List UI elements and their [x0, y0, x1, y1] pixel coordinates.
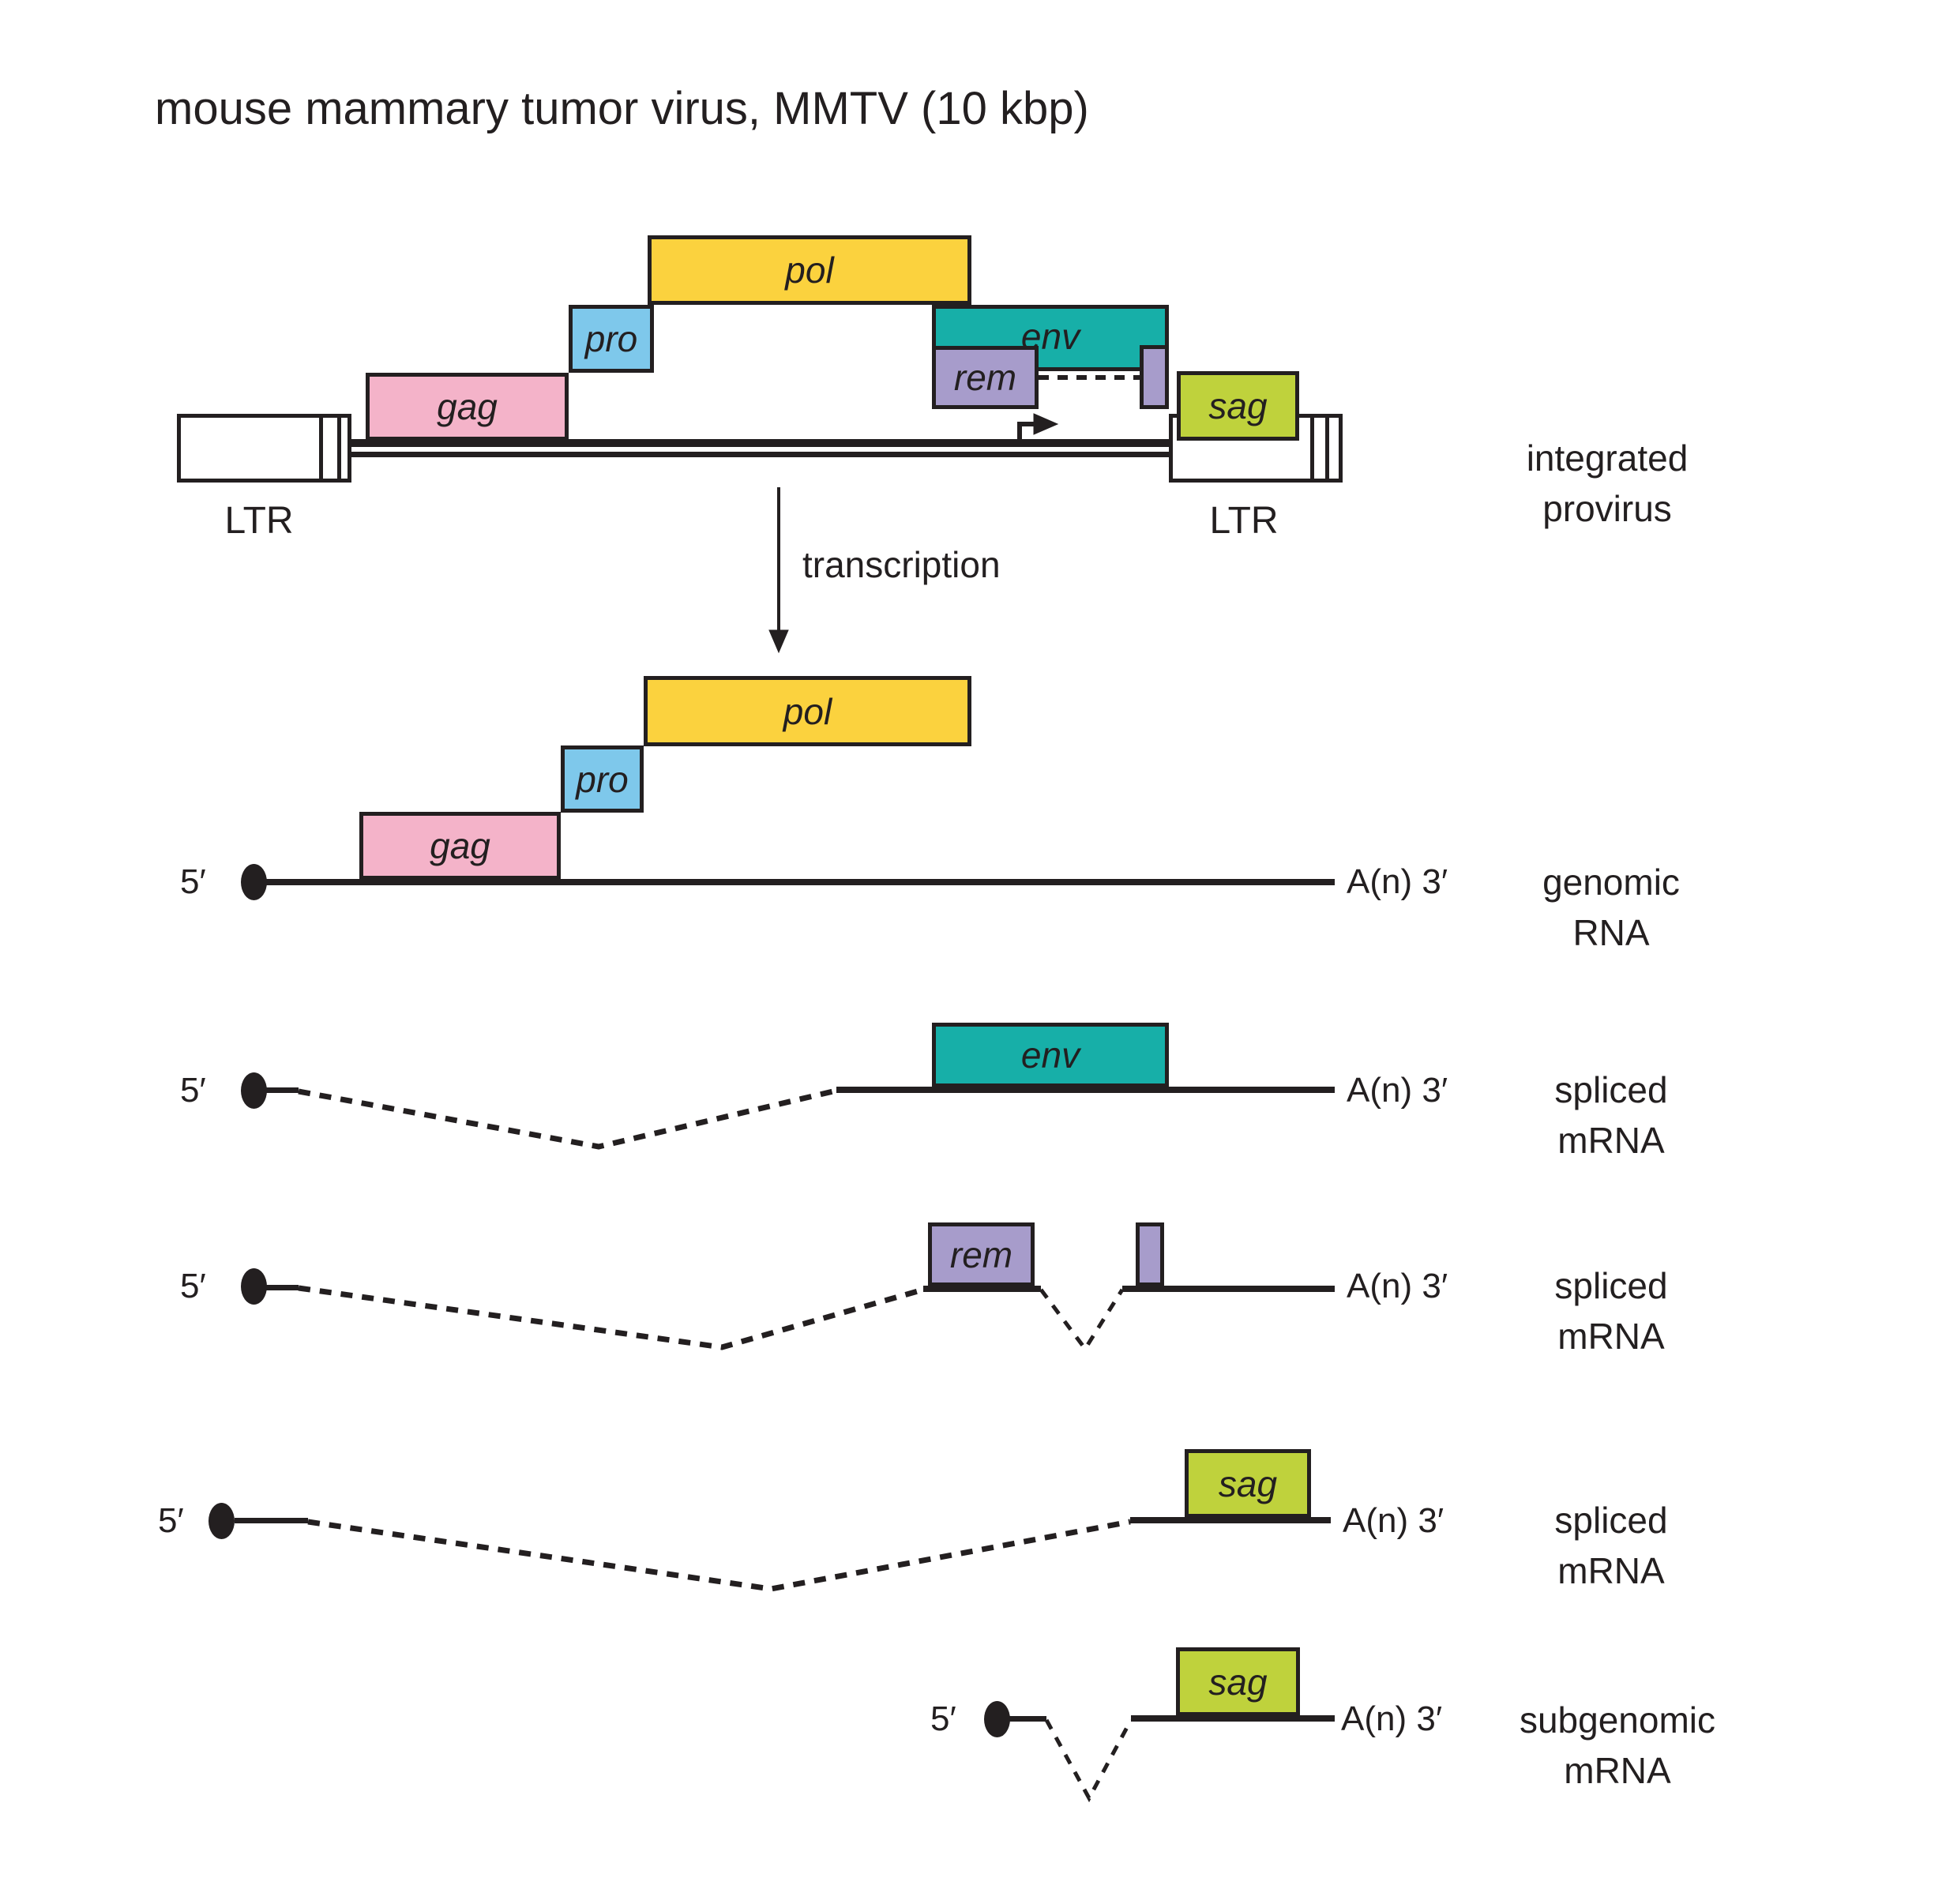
provirus-name-line2: provirus: [1542, 488, 1672, 529]
ltr-right-label: LTR: [1209, 500, 1279, 542]
five-prime-label: 5′: [158, 1501, 184, 1540]
env-mrna-exon1-line: [266, 1087, 299, 1093]
spliced-mrna-label-line2: mRNA: [1557, 1316, 1665, 1357]
provirus-name-line1: integrated: [1526, 438, 1689, 479]
sag-mrna-exon1-line: [235, 1518, 308, 1523]
provirus-gene-rem: rem: [932, 346, 1039, 409]
sag-mrna-exon2-line: [1130, 1517, 1331, 1523]
spliced-mrna-label-line1: spliced: [1554, 1069, 1668, 1110]
five-prime-cap-icon: [208, 1503, 235, 1539]
ltr-divider-line: [1310, 418, 1314, 479]
genomic-rna-label: genomic RNA: [1489, 857, 1734, 958]
rem-mrna-exon1-line: [266, 1285, 299, 1290]
ltr-divider-line: [319, 418, 323, 479]
subgenomic-exon1-line: [1009, 1716, 1046, 1722]
poly-a-label: A(n) 3′: [1347, 862, 1448, 901]
gene-label-pol: pol: [783, 690, 832, 732]
genomic-gene-pol: pol: [644, 676, 971, 746]
provirus-ltr-left-box: [177, 414, 351, 483]
five-prime-cap-icon: [984, 1701, 1010, 1737]
env-mrna-intron-dashes: [298, 1087, 837, 1150]
provirus-dna-strand-bottom: [351, 452, 1169, 457]
transcription-start-arrowhead: [1033, 413, 1059, 435]
env-mrna-gene-env: env: [932, 1023, 1169, 1087]
sag-mrna-gene-sag: sag: [1185, 1449, 1311, 1518]
ltr-divider-line: [337, 418, 341, 479]
rem-mrna-intron2-dashes: [1039, 1288, 1125, 1353]
subgenomic-mrna-label-line1: subgenomic: [1519, 1699, 1716, 1741]
provirus-gene-sag: sag: [1177, 371, 1299, 441]
rem-mrna-exon2-box: [1136, 1222, 1164, 1286]
rem-mrna-exon2-line: [923, 1286, 1041, 1292]
poly-a-label: A(n) 3′: [1347, 1267, 1448, 1305]
spliced-mrna-label-line2: mRNA: [1557, 1550, 1665, 1591]
provirus-gene-gag: gag: [366, 373, 569, 441]
poly-a-label: A(n) 3′: [1341, 1699, 1443, 1738]
rem-mrna-gene-rem: rem: [928, 1222, 1035, 1286]
spliced-mrna-label-line2: mRNA: [1557, 1120, 1665, 1161]
spliced-mrna-label: spliced mRNA: [1489, 1260, 1734, 1361]
diagram-title: mouse mammary tumor virus, MMTV (10 kbp): [155, 83, 1089, 134]
genomic-rna-label-line2: RNA: [1572, 912, 1650, 953]
genomic-gene-gag: gag: [359, 812, 561, 880]
transcription-arrowhead: [768, 629, 789, 654]
gene-label-rem: rem: [953, 357, 1017, 398]
spliced-mrna-label-line1: spliced: [1554, 1500, 1668, 1541]
five-prime-cap-icon: [241, 864, 267, 900]
subgenomic-gene-sag: sag: [1176, 1647, 1300, 1716]
genomic-rna-label-line1: genomic: [1542, 862, 1680, 903]
env-mrna-exon2-line: [836, 1087, 1335, 1093]
sag-mrna-intron-dashes: [307, 1519, 1131, 1592]
five-prime-label: 5′: [180, 1267, 206, 1305]
five-prime-cap-icon: [241, 1072, 267, 1109]
subgenomic-exon2-line: [1131, 1715, 1335, 1722]
gene-label-pro: pro: [584, 318, 638, 359]
poly-a-label: A(n) 3′: [1347, 1071, 1448, 1110]
provirus-rem-exon2-box: [1140, 345, 1169, 409]
gene-label-sag: sag: [1208, 385, 1268, 426]
rem-mrna-intron1-dashes: [298, 1285, 924, 1350]
gene-label-gag: gag: [430, 825, 490, 866]
gene-label-sag: sag: [1208, 1661, 1268, 1703]
spliced-mrna-label-line1: spliced: [1554, 1265, 1668, 1306]
five-prime-cap-icon: [241, 1268, 267, 1305]
rem-mrna-exon3-line: [1122, 1286, 1335, 1292]
subgenomic-mrna-label: subgenomic mRNA: [1495, 1695, 1740, 1796]
gene-label-env: env: [1020, 1035, 1080, 1076]
provirus-name-label: integrated provirus: [1485, 433, 1730, 534]
provirus-gene-pro: pro: [569, 305, 654, 373]
spliced-mrna-label: spliced mRNA: [1489, 1065, 1734, 1166]
gene-label-sag: sag: [1218, 1463, 1278, 1504]
genomic-rna-line: [266, 879, 1335, 885]
provirus-dna-strand-top: [351, 439, 1169, 447]
gene-label-pro: pro: [576, 758, 629, 800]
subgenomic-mrna-label-line2: mRNA: [1564, 1750, 1671, 1791]
gene-label-rem: rem: [949, 1234, 1013, 1275]
five-prime-label: 5′: [180, 862, 206, 901]
spliced-mrna-label: spliced mRNA: [1489, 1495, 1734, 1596]
poly-a-label: A(n) 3′: [1343, 1501, 1444, 1540]
gene-label-pol: pol: [785, 250, 834, 291]
provirus-gene-pol: pol: [648, 235, 971, 305]
ltr-left-label: LTR: [224, 500, 294, 542]
gene-label-gag: gag: [437, 386, 498, 427]
ltr-divider-line: [1325, 418, 1329, 479]
five-prime-label: 5′: [180, 1071, 206, 1110]
genomic-gene-pro: pro: [561, 745, 644, 813]
five-prime-label: 5′: [930, 1699, 956, 1738]
subgenomic-intron-dashes: [1044, 1718, 1133, 1803]
transcription-label: transcription: [802, 544, 1001, 585]
